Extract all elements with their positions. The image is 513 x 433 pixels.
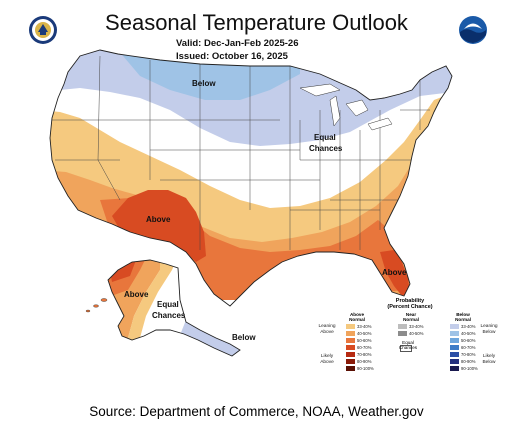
legend-label: 80-90% <box>357 359 372 364</box>
issued-line: Issued: October 16, 2025 <box>176 51 288 62</box>
legend-row-below-2: 50-60% <box>450 338 475 343</box>
issued-value: October 16, 2025 <box>211 51 288 62</box>
legend-row-above-1: 40-50% <box>346 331 371 336</box>
legend-below-header: Below Normal <box>455 312 471 322</box>
legend-swatch <box>346 324 355 329</box>
label-below-panhandle: Below <box>232 333 256 342</box>
legend-row-below-6: 90-100% <box>450 366 478 371</box>
legend-above-header: Above Normal <box>349 312 365 322</box>
legend-likely-below: Likely Below <box>482 354 496 365</box>
legend-label: 70-80% <box>357 352 372 357</box>
legend-row-below-0: 33-40% <box>450 324 475 329</box>
legend-row-above-2: 50-60% <box>346 338 371 343</box>
label-equal-chances-midwest-2: Chances <box>309 144 343 153</box>
legend-label: 80-90% <box>461 359 476 364</box>
legend-swatch <box>450 359 459 364</box>
source-credit: Source: Department of Commerce, NOAA, We… <box>89 404 424 419</box>
conus-outline <box>49 49 453 307</box>
label-above-southwest: Above <box>146 215 171 224</box>
legend-row-below-3: 60-70% <box>450 345 475 350</box>
legend-leaning-above: Leaning Above <box>318 324 336 335</box>
legend-equal-chances-swatch <box>400 345 412 352</box>
legend-near-header: Near Normal <box>403 312 419 322</box>
state-boundaries <box>50 55 430 250</box>
legend-equal-chances-label: Equal Chances <box>398 340 418 350</box>
commerce-seal-icon <box>29 16 57 44</box>
legend-swatch <box>346 366 355 371</box>
legend-label: 33-40% <box>461 324 476 329</box>
legend-row-above-3: 60-70% <box>346 345 371 350</box>
legend-likely-above: Likely Above <box>320 354 334 365</box>
probability-legend: Probability (Percent Chance) Above Normal… <box>312 298 502 388</box>
legend-row-below-5: 80-90% <box>450 359 475 364</box>
legend-swatch <box>450 338 459 343</box>
valid-line: Valid: Dec-Jan-Feb 2025-26 <box>176 38 299 49</box>
above-60-70-florida <box>380 250 410 296</box>
legend-label: 40-50% <box>461 331 476 336</box>
legend-swatch <box>346 359 355 364</box>
legend-label: 60-70% <box>357 345 372 350</box>
label-equal-chances-midwest-1: Equal <box>314 133 336 142</box>
above-60-70-southwest <box>112 190 206 262</box>
legend-swatch <box>450 324 459 329</box>
legend-equal-chances <box>400 345 414 352</box>
legend-label: 33-40% <box>409 324 424 329</box>
legend-label: 50-60% <box>461 338 476 343</box>
legend-swatch <box>346 338 355 343</box>
legend-label: 70-80% <box>461 352 476 357</box>
valid-label: Valid: <box>176 38 202 49</box>
legend-label: 33-40% <box>357 324 372 329</box>
legend-row-above-4: 70-80% <box>346 352 371 357</box>
ak-below-panhandle <box>180 320 240 356</box>
legend-row-above-6: 90-100% <box>346 366 374 371</box>
legend-row-above-0: 33-40% <box>346 324 371 329</box>
label-equal-chances-alaska-1: Equal <box>157 300 179 309</box>
label-below-north: Below <box>192 79 216 88</box>
legend-swatch <box>346 352 355 357</box>
legend-label: 50-60% <box>357 338 372 343</box>
legend-label: 40-50% <box>409 331 424 336</box>
legend-row-below-1: 40-50% <box>450 331 475 336</box>
legend-row-below-4: 70-80% <box>450 352 475 357</box>
label-above-alaska: Above <box>124 290 149 299</box>
aleutian-islands <box>85 298 108 313</box>
great-lakes <box>299 83 393 131</box>
legend-label: 40-50% <box>357 331 372 336</box>
legend-swatch <box>398 331 407 336</box>
label-equal-chances-alaska-2: Chances <box>152 311 186 320</box>
issued-label: Issued: <box>176 51 210 62</box>
legend-title: Probability (Percent Chance) <box>387 298 433 310</box>
legend-row-near-1: 40-50% <box>398 331 423 336</box>
legend-swatch <box>398 324 407 329</box>
legend-swatch <box>450 345 459 350</box>
legend-swatch <box>346 331 355 336</box>
alaska-outline <box>107 259 241 357</box>
legend-swatch <box>450 331 459 336</box>
legend-swatch <box>450 366 459 371</box>
legend-row-near-0: 33-40% <box>398 324 423 329</box>
valid-value: Dec-Jan-Feb 2025-26 <box>203 38 299 49</box>
legend-swatch <box>346 345 355 350</box>
legend-label: 90-100% <box>357 366 374 371</box>
legend-label: 60-70% <box>461 345 476 350</box>
legend-label: 90-100% <box>461 366 478 371</box>
legend-leaning-below: Leaning Below <box>480 324 498 335</box>
label-above-florida: Above <box>382 268 407 277</box>
legend-row-above-5: 80-90% <box>346 359 371 364</box>
legend-swatch <box>450 352 459 357</box>
noaa-logo-icon <box>459 16 487 44</box>
map-title: Seasonal Temperature Outlook <box>105 10 408 35</box>
ak-above-33-40 <box>126 260 180 345</box>
